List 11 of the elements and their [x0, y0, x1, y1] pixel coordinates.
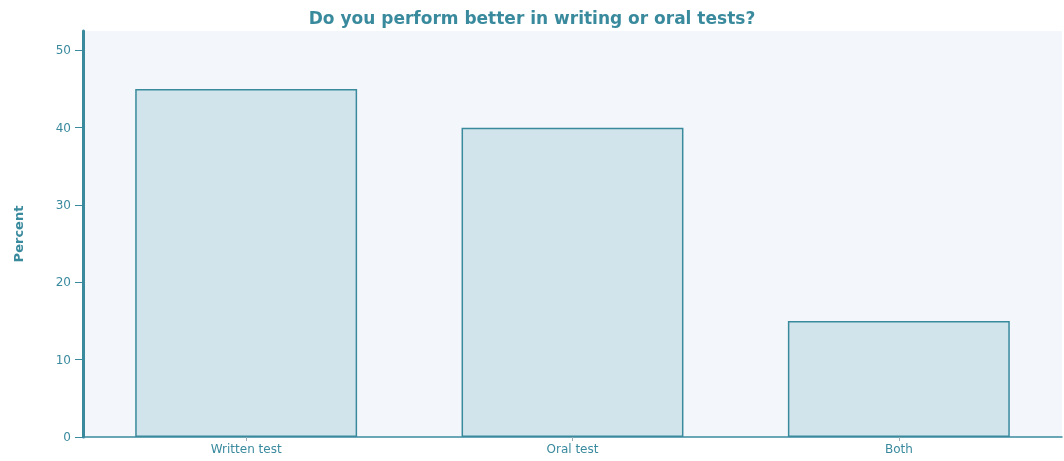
y-tick-label: 20	[55, 275, 71, 290]
y-tick-label: 10	[55, 352, 71, 367]
x-tick-label: Both	[884, 442, 913, 456]
y-axis-title: Percent	[11, 205, 26, 263]
y-tick-label: 40	[55, 120, 71, 135]
x-tick-label: Written test	[210, 442, 282, 456]
x-tick-label: Oral test	[546, 442, 599, 456]
y-tick-label: 0	[63, 430, 71, 444]
y-tick-label: 50	[55, 43, 71, 58]
chart-title: Do you perform better in writing or oral tests?	[308, 7, 756, 28]
y-tick-label: 30	[55, 198, 71, 212]
